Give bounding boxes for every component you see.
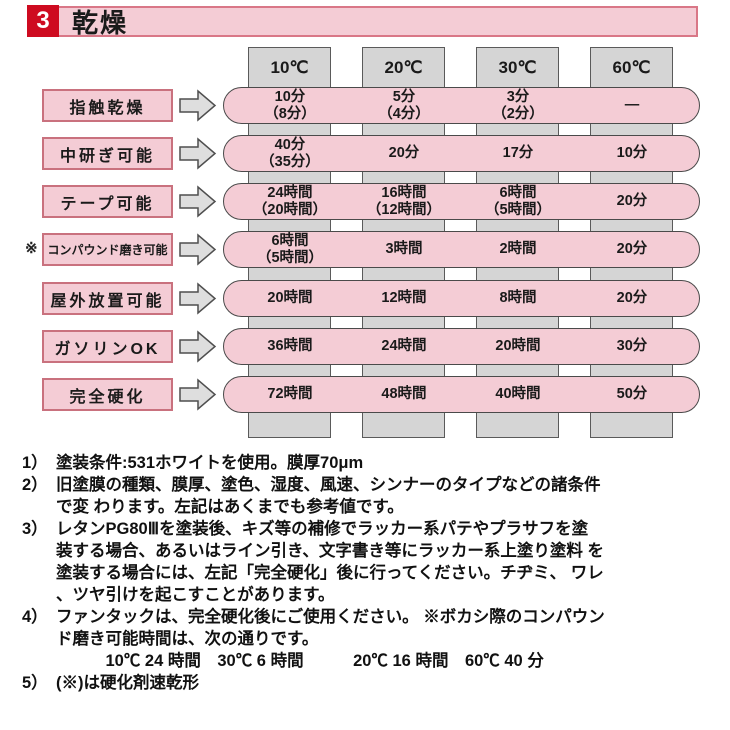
pill-cell: 10分 bbox=[616, 145, 648, 162]
table-row: ※ コンパウンド磨き可能 6時間 （5時間） 3時間 2時間 20分 bbox=[0, 231, 730, 269]
arrow-right-icon bbox=[179, 137, 217, 170]
pill-cell: 20分 bbox=[388, 145, 420, 162]
section-number: 3 bbox=[27, 5, 59, 37]
table-row: テープ可能 24時間 （20時間） 16時間 （12時間） 6時間 （5時間） 20分 bbox=[0, 183, 730, 221]
footnote-3: 3） レタンPG80Ⅲを塗装後、キズ等の補修でラッカー系パテやプラサフを塗 装す… bbox=[22, 518, 714, 606]
pill-cell: 5分 （4分） bbox=[378, 89, 430, 122]
pill-cell: ― bbox=[624, 97, 640, 114]
pill-cell: 36時間 bbox=[267, 338, 313, 355]
pill-cell: 24時間 bbox=[381, 338, 427, 355]
footnote-number: 4） bbox=[22, 608, 48, 626]
pill-cell: 20時間 bbox=[267, 290, 313, 307]
footnote-number: 5） bbox=[22, 674, 48, 692]
footnote-1: 1） 塗装条件:531ホワイトを使用。膜厚70μm bbox=[22, 452, 714, 474]
table-row: ガソリンOK 36時間 24時間 20時間 30分 bbox=[0, 328, 730, 366]
footnote-5: 5） (※)は硬化剤速乾形 bbox=[22, 672, 714, 694]
pill-cell: 20時間 bbox=[495, 338, 541, 355]
arrow-right-icon bbox=[179, 233, 217, 266]
footnote-number: 3） bbox=[22, 520, 48, 538]
footnote-text: ファンタックは、完全硬化後にご使用ください。 ※ボカシ際のコンパウン ド磨き可能… bbox=[56, 608, 605, 670]
footnote-2: 2） 旧塗膜の種類、膜厚、塗色、湿度、風速、シンナーのタイプなどの諸条件 で変 … bbox=[22, 474, 714, 518]
row-label-tape-kanou: テープ可能 bbox=[42, 185, 173, 218]
column-header-20c: 20℃ bbox=[362, 47, 445, 88]
pill-cell: 3時間 bbox=[385, 241, 423, 258]
asterisk-mark: ※ bbox=[25, 240, 38, 257]
table-row: 指触乾燥 10分 （8分） 5分 （4分） 3分 （2分） ― bbox=[0, 87, 730, 125]
arrow-right-icon bbox=[179, 89, 217, 122]
pill-cell: 24時間 （20時間） bbox=[252, 185, 328, 218]
pill-cell: 17分 bbox=[502, 145, 534, 162]
pill-cell: 2時間 bbox=[499, 241, 537, 258]
footnote-4: 4） ファンタックは、完全硬化後にご使用ください。 ※ボカシ際のコンパウン ド磨… bbox=[22, 606, 714, 672]
column-header-60c: 60℃ bbox=[590, 47, 673, 88]
arrow-right-icon bbox=[179, 282, 217, 315]
footnotes: 1） 塗装条件:531ホワイトを使用。膜厚70μm 2） 旧塗膜の種類、膜厚、塗… bbox=[22, 452, 714, 694]
footnote-number: 2） bbox=[22, 476, 48, 494]
pill-cell: 72時間 bbox=[267, 386, 313, 403]
row-label-nakatogi-kanou: 中研ぎ可能 bbox=[42, 137, 173, 170]
arrow-right-icon bbox=[179, 185, 217, 218]
pill-cell: 16時間 （12時間） bbox=[366, 185, 442, 218]
footnote-text: (※)は硬化剤速乾形 bbox=[56, 674, 199, 692]
pill-cell: 20分 bbox=[616, 290, 648, 307]
column-header-10c: 10℃ bbox=[248, 47, 331, 88]
row-label-gasoline-ok: ガソリンOK bbox=[42, 330, 173, 363]
pill-cell: 6時間 （5時間） bbox=[256, 233, 324, 266]
time-pill: 40分 （35分） 20分 17分 10分 bbox=[223, 135, 700, 172]
pill-cell: 20分 bbox=[616, 193, 648, 210]
footnote-text: 旧塗膜の種類、膜厚、塗色、湿度、風速、シンナーのタイプなどの諸条件 で変 わりま… bbox=[56, 476, 601, 516]
pill-cell: 30分 bbox=[616, 338, 648, 355]
row-label-kanzen-kouka: 完全硬化 bbox=[42, 378, 173, 411]
table-row: 中研ぎ可能 40分 （35分） 20分 17分 10分 bbox=[0, 135, 730, 173]
arrow-right-icon bbox=[179, 378, 217, 411]
footnote-number: 1） bbox=[22, 454, 48, 472]
pill-cell: 48時間 bbox=[381, 386, 427, 403]
pill-cell: 40時間 bbox=[495, 386, 541, 403]
column-header-30c: 30℃ bbox=[476, 47, 559, 88]
time-pill: 72時間 48時間 40時間 50分 bbox=[223, 376, 700, 413]
time-pill: 20時間 12時間 8時間 20分 bbox=[223, 280, 700, 317]
pill-cell: 40分 （35分） bbox=[260, 137, 320, 170]
pill-cell: 12時間 bbox=[381, 290, 427, 307]
page-title: 乾燥 bbox=[72, 8, 129, 38]
pill-cell: 6時間 （5時間） bbox=[484, 185, 552, 218]
row-label-compound-migaki-kanou: コンパウンド磨き可能 bbox=[42, 233, 173, 266]
arrow-right-icon bbox=[179, 330, 217, 363]
pill-cell: 20分 bbox=[616, 241, 648, 258]
pill-cell: 8時間 bbox=[499, 290, 537, 307]
footnote-text: レタンPG80Ⅲを塗装後、キズ等の補修でラッカー系パテやプラサフを塗 装する場合… bbox=[56, 520, 604, 604]
time-pill: 36時間 24時間 20時間 30分 bbox=[223, 328, 700, 365]
section-banner bbox=[27, 6, 698, 37]
row-label-shishoku-kansou: 指触乾燥 bbox=[42, 89, 173, 122]
row-label-okugai-houchi-kanou: 屋外放置可能 bbox=[42, 282, 173, 315]
pill-cell: 50分 bbox=[616, 386, 648, 403]
time-pill: 10分 （8分） 5分 （4分） 3分 （2分） ― bbox=[223, 87, 700, 124]
table-row: 完全硬化 72時間 48時間 40時間 50分 bbox=[0, 376, 730, 414]
time-pill: 24時間 （20時間） 16時間 （12時間） 6時間 （5時間） 20分 bbox=[223, 183, 700, 220]
footnote-text: 塗装条件:531ホワイトを使用。膜厚70μm bbox=[56, 454, 364, 472]
time-pill: 6時間 （5時間） 3時間 2時間 20分 bbox=[223, 231, 700, 268]
pill-cell: 10分 （8分） bbox=[264, 89, 316, 122]
pill-cell: 3分 （2分） bbox=[492, 89, 544, 122]
table-row: 屋外放置可能 20時間 12時間 8時間 20分 bbox=[0, 280, 730, 318]
